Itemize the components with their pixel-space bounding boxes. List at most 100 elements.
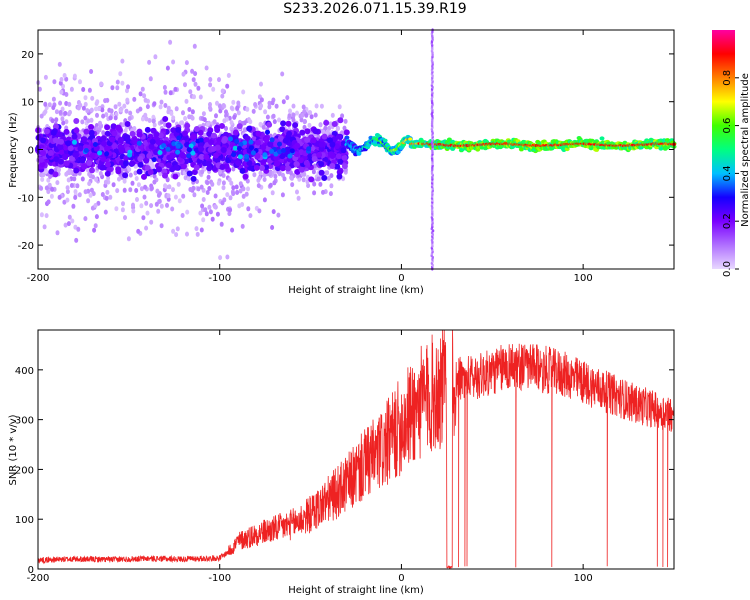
y-tick-label: 10 [21,98,34,109]
spectrogram-cell [157,150,163,156]
spectrogram-cell [196,186,201,192]
spectrogram-cell [229,105,234,111]
spectrogram-cell [95,99,100,105]
spectrogram-cell [176,181,181,187]
spectrogram-cell [335,153,342,160]
spectrogram-cell [251,108,256,114]
spectrogram-cell [73,195,78,200]
spectrogram-cell [326,175,331,181]
spectrogram-cell [83,148,89,153]
spectrogram-cell [245,178,250,184]
spectrogram-cell [343,129,350,136]
spectrogram-cell [324,170,328,176]
spectrogram-cell [195,231,200,237]
spectrogram-cell [238,142,244,147]
spectrogram-cell [123,128,128,134]
spectrogram-cell [163,103,168,108]
spectrogram-cell [252,172,257,178]
spectrogram-cell [198,153,205,160]
spectrogram-cell [94,177,99,182]
spectrogram-cell [104,145,111,152]
spectrogram-cell [65,185,70,191]
spectrogram-cell [267,141,274,148]
spectrogram-cell [258,121,263,127]
spectrogram-cell [185,231,189,237]
spectrogram-cell [268,182,273,188]
spectrogram-cell [313,112,318,118]
spectrogram-cell [149,185,154,191]
spectrogram-cell [161,143,167,149]
spectrogram-cell [127,116,132,121]
spectrogram-cell [145,210,150,216]
spectrogram-cell [236,146,242,151]
y-tick-label: 0 [28,565,34,576]
spectrogram-cell [152,164,156,170]
spectrogram-cell [70,218,75,224]
colorbar-tick-label: 0.2 [722,213,733,229]
spectrogram-cell [263,136,270,143]
spectrogram-cell [263,109,268,115]
spectrogram-cell [101,113,106,119]
spectrogram-cell [104,124,111,131]
spectrogram-cell [208,82,213,88]
spectrogram-cell [173,86,178,92]
spectrogram-cell [259,81,263,87]
spectrogram-cell [117,176,121,182]
spectrogram-cell [295,189,299,195]
spectrogram-cell [64,76,69,82]
spectrogram-cell [280,71,285,77]
spectrogram-cell [285,120,292,127]
spectrogram-cell [258,170,263,176]
spectrogram-cell [115,124,122,131]
spectrogram-cell [54,109,59,115]
spectrogram-cell [98,171,103,176]
spectrogram-cell [231,185,236,191]
spectrogram-cell [73,224,78,230]
spectrogram-cell [266,121,273,128]
spectrogram-cell [166,193,171,199]
spectrogram-cell [127,167,132,172]
spectrogram-cell [89,107,94,113]
spectrogram-cell [169,152,176,159]
spectrogram-cell [143,157,150,164]
spectrogram-cell [329,141,336,148]
spectrogram-cell [226,73,231,78]
spectrogram-cell [137,155,144,162]
spectrogram-cell [254,153,261,159]
spectrogram-cell [120,80,125,86]
spectrogram-cell [259,103,264,109]
spectrogram-cell [309,114,314,120]
spectrogram-cell [77,192,82,198]
spectrogram-cell [104,170,111,177]
spectrogram-cell [337,104,342,110]
spectrogram-cell [142,194,147,200]
spectrogram-cell [88,124,95,130]
spectrogram-cell [166,109,171,115]
spectrogram-cell [46,199,51,205]
spectrogram-cell [66,221,71,227]
snr-plot-area [38,330,674,569]
spectrogram-cell [241,186,246,192]
x-tick-label: -200 [27,273,50,284]
spectrogram-cell [174,232,179,238]
spectrogram-cell [101,130,106,136]
spectrogram-cell [103,98,108,104]
spectrogram-cell [196,85,201,91]
spectrogram-cell [47,150,54,156]
spectrogram-cell [261,124,266,130]
spectrogram-cell [147,118,152,123]
spectrogram-cell [214,127,221,133]
spectrogram-cell [337,158,344,165]
spectrogram-cell [100,135,107,142]
spectrogram-cell [62,199,67,205]
spectrogram-cell [257,208,262,214]
spectrogram-cell [156,192,161,198]
spectrogram-cell [111,182,116,188]
spectrogram-cell [330,112,335,118]
spectrogram-cell [130,180,135,186]
spectrogram-cell [165,65,170,71]
spectrogram-cell [172,173,179,180]
y-tick-label: 0 [28,146,34,157]
spectrogram-cell [306,153,313,160]
spectrogram-cell [52,79,57,85]
